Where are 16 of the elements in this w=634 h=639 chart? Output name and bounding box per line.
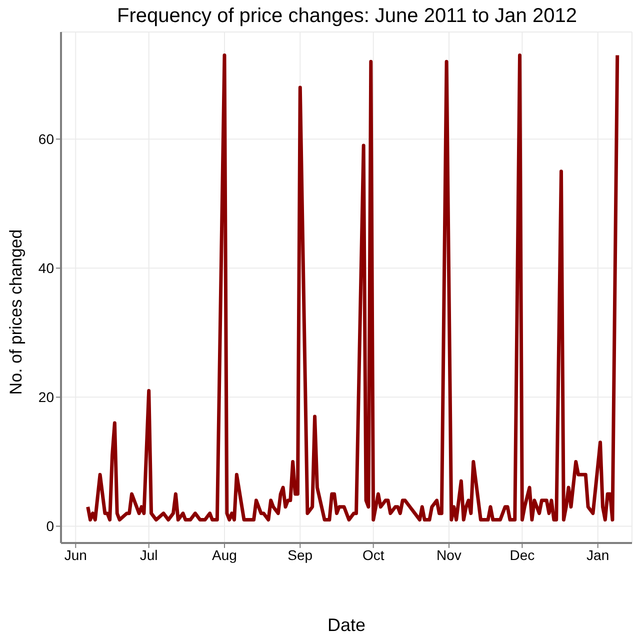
line-series <box>86 53 620 522</box>
x-tick-label: Sep <box>288 546 313 563</box>
x-tick-label: Aug <box>212 546 237 563</box>
y-tick-label: 20 <box>38 389 54 406</box>
x-tick-label: Oct <box>362 546 384 563</box>
chart-title: Frequency of price changes: June 2011 to Jan 2012 <box>116 5 578 28</box>
x-tick-label: Jan <box>586 546 610 563</box>
y-axis-title: No. of prices changed <box>7 228 27 394</box>
y-tick-label: 60 <box>38 131 54 148</box>
y-tick-label: 0 <box>46 518 54 534</box>
x-axis-title: Date <box>326 615 367 636</box>
x-tick-label: Dec <box>510 546 535 563</box>
x-tick-label: Jun <box>64 546 87 563</box>
x-tick-label: Jul <box>140 546 158 563</box>
y-tick-label: 40 <box>38 260 54 276</box>
x-tick-label: Nov <box>436 546 462 563</box>
